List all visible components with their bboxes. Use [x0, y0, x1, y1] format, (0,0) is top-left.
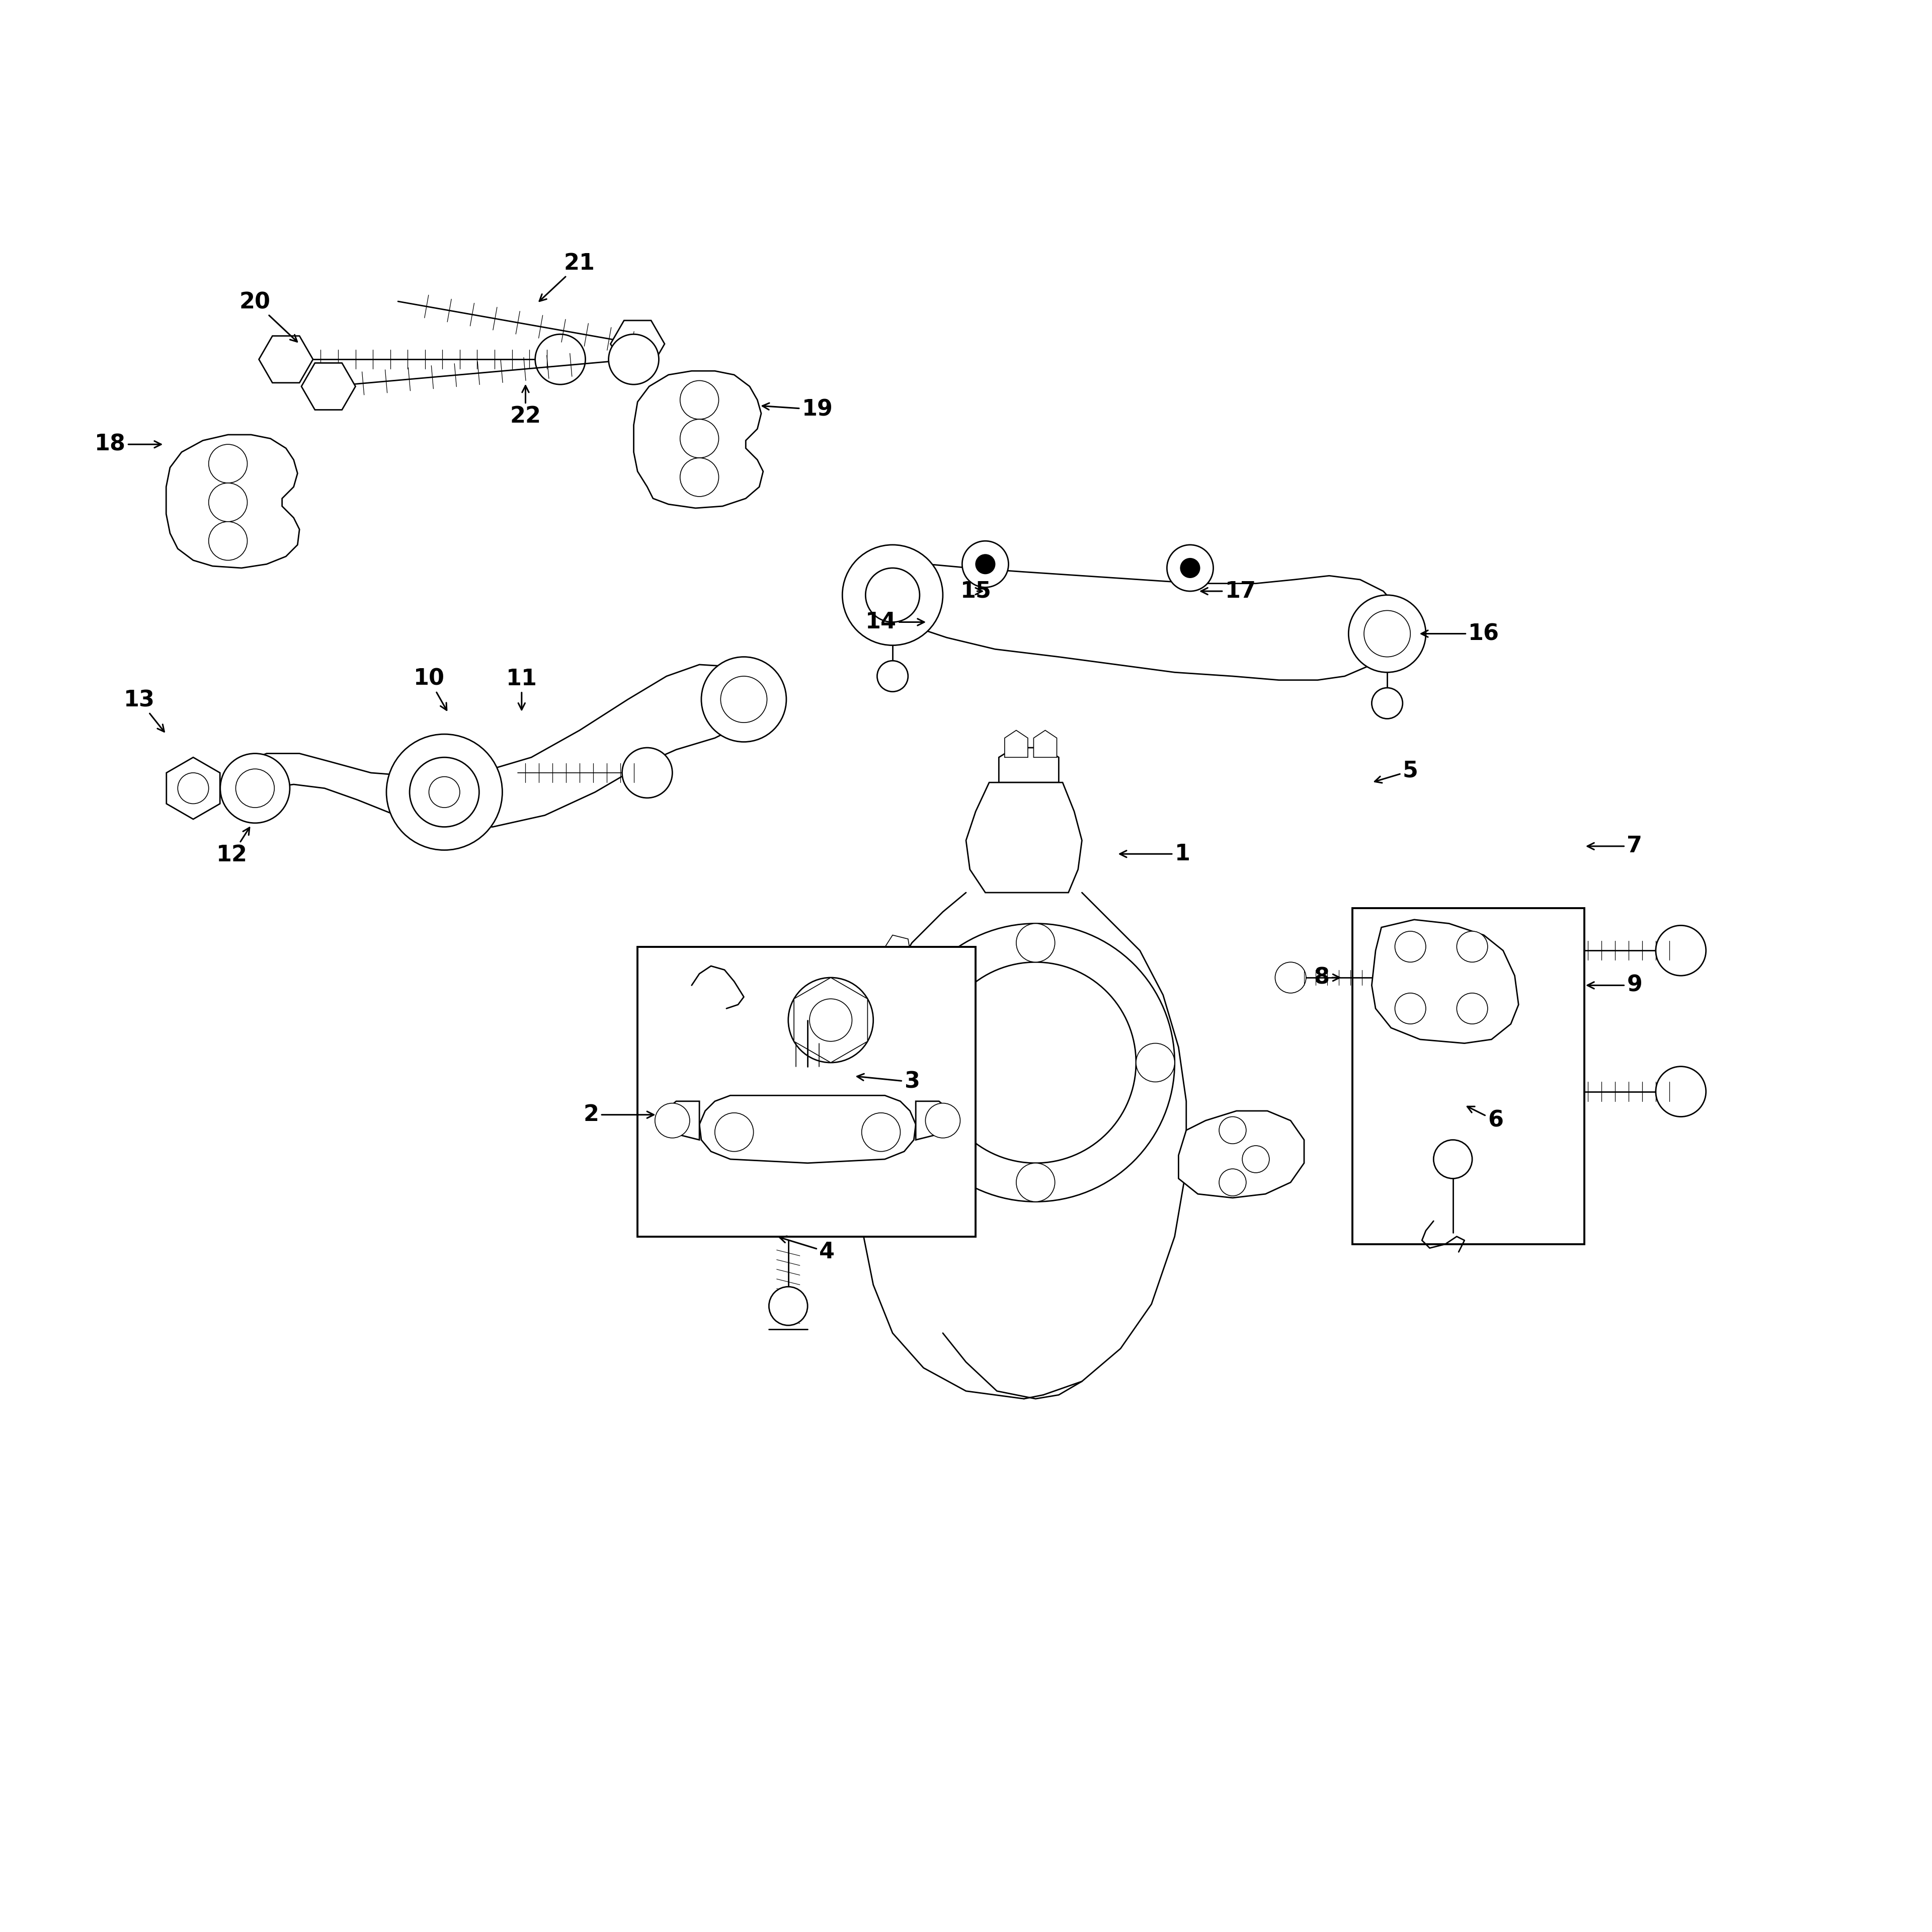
Circle shape [1016, 1163, 1055, 1202]
Text: 19: 19 [763, 398, 833, 421]
Circle shape [209, 522, 247, 560]
Polygon shape [699, 1095, 916, 1163]
Circle shape [410, 757, 479, 827]
Circle shape [220, 753, 290, 823]
Circle shape [1219, 1117, 1246, 1144]
Circle shape [236, 769, 274, 808]
Polygon shape [611, 321, 665, 367]
Text: 2: 2 [583, 1103, 653, 1126]
Text: 20: 20 [240, 292, 298, 342]
Polygon shape [228, 665, 753, 827]
Bar [638, 947, 976, 1236]
Text: 3: 3 [858, 1070, 920, 1094]
Circle shape [1180, 558, 1200, 578]
Circle shape [1372, 688, 1403, 719]
Text: 4: 4 [781, 1236, 835, 1264]
Text: 5: 5 [1376, 759, 1418, 782]
Text: 16: 16 [1422, 622, 1499, 645]
Polygon shape [665, 1101, 699, 1140]
Text: 7: 7 [1588, 835, 1642, 858]
Circle shape [209, 444, 247, 483]
Polygon shape [999, 748, 1059, 782]
Circle shape [1219, 1169, 1246, 1196]
Polygon shape [301, 363, 355, 410]
Circle shape [609, 334, 659, 384]
Text: 13: 13 [124, 690, 164, 732]
Text: 17: 17 [1202, 580, 1256, 603]
Circle shape [386, 734, 502, 850]
Polygon shape [259, 336, 313, 383]
Text: 15: 15 [960, 580, 991, 603]
Circle shape [862, 1113, 900, 1151]
Text: 21: 21 [539, 253, 595, 301]
Circle shape [1457, 993, 1488, 1024]
Circle shape [788, 978, 873, 1063]
Circle shape [1395, 993, 1426, 1024]
Text: 9: 9 [1588, 974, 1642, 997]
Circle shape [1434, 1140, 1472, 1179]
Text: 18: 18 [95, 433, 160, 456]
Polygon shape [794, 978, 867, 1063]
Circle shape [1395, 931, 1426, 962]
Circle shape [935, 962, 1136, 1163]
Text: 12: 12 [216, 827, 249, 866]
Polygon shape [634, 371, 763, 508]
Circle shape [622, 748, 672, 798]
Circle shape [209, 483, 247, 522]
Bar [1352, 908, 1584, 1244]
Polygon shape [705, 1121, 869, 1208]
Text: 6: 6 [1466, 1107, 1503, 1132]
Circle shape [1167, 545, 1213, 591]
Text: 11: 11 [506, 668, 537, 709]
Polygon shape [1372, 920, 1519, 1043]
Text: 1: 1 [1121, 842, 1190, 866]
Circle shape [1656, 925, 1706, 976]
Circle shape [1016, 923, 1055, 962]
Polygon shape [1034, 730, 1057, 757]
Circle shape [680, 458, 719, 497]
Circle shape [877, 661, 908, 692]
Circle shape [655, 1103, 690, 1138]
Circle shape [715, 1113, 753, 1151]
Circle shape [1457, 931, 1488, 962]
Circle shape [842, 545, 943, 645]
Polygon shape [1005, 730, 1028, 757]
Circle shape [701, 657, 786, 742]
Circle shape [896, 1043, 935, 1082]
Polygon shape [166, 435, 299, 568]
Text: 10: 10 [413, 668, 446, 711]
Circle shape [896, 923, 1175, 1202]
Polygon shape [966, 782, 1082, 893]
Circle shape [535, 334, 585, 384]
Circle shape [721, 676, 767, 723]
Circle shape [178, 773, 209, 804]
Circle shape [1349, 595, 1426, 672]
Circle shape [680, 381, 719, 419]
Circle shape [1364, 611, 1410, 657]
Polygon shape [869, 564, 1403, 680]
Circle shape [962, 541, 1009, 587]
Circle shape [1136, 1043, 1175, 1082]
Circle shape [1275, 962, 1306, 993]
Circle shape [976, 554, 995, 574]
Circle shape [769, 1287, 808, 1325]
Polygon shape [916, 1101, 951, 1140]
Text: 22: 22 [510, 386, 541, 427]
Circle shape [1242, 1146, 1269, 1173]
Text: 8: 8 [1314, 966, 1339, 989]
Polygon shape [879, 935, 912, 1005]
Text: 14: 14 [866, 611, 923, 634]
Polygon shape [166, 757, 220, 819]
Polygon shape [1179, 1111, 1304, 1198]
Circle shape [429, 777, 460, 808]
Circle shape [1656, 1066, 1706, 1117]
Circle shape [866, 568, 920, 622]
Circle shape [680, 419, 719, 458]
Circle shape [925, 1103, 960, 1138]
Circle shape [750, 1144, 788, 1182]
